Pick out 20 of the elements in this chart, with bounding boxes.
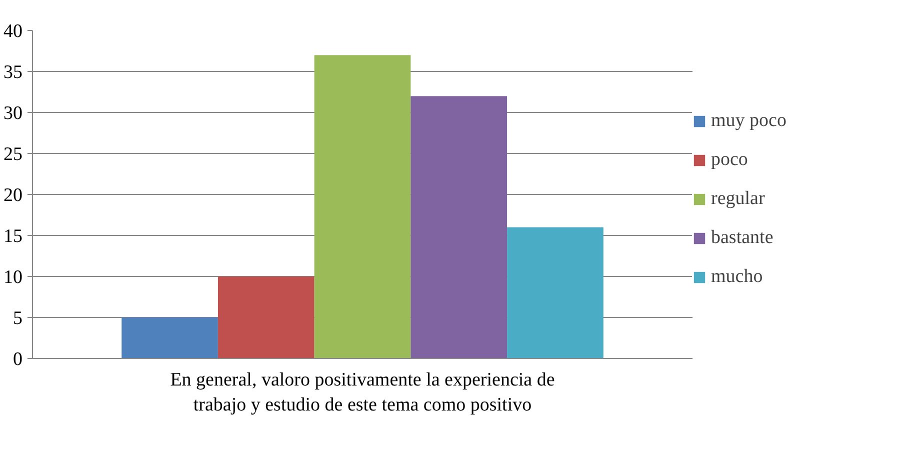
y-tick-label: 0 [13,349,22,370]
bar [507,227,604,358]
legend-label: regular [711,188,765,210]
legend-label: bastante [711,227,774,249]
legend-label: muy poco [711,110,786,132]
y-tick-label: 35 [4,62,22,83]
y-tick-label: 25 [4,144,22,165]
legend-label: poco [711,149,748,171]
y-tick-label: 30 [4,103,22,124]
y-tick-label: 10 [4,267,22,288]
bar [122,318,218,358]
y-tick-label: 5 [13,308,22,329]
bar [314,55,411,358]
y-tick-label: 15 [4,226,22,247]
y-tick-label: 40 [4,21,22,42]
x-tick-label: En general, valoro positivamente la experiencia de trabajo y estudio de este tema como positivo [170,370,555,416]
bar [218,276,314,358]
legend-label: mucho [711,266,763,288]
y-tick-label: 20 [4,185,22,206]
bar [410,96,508,358]
